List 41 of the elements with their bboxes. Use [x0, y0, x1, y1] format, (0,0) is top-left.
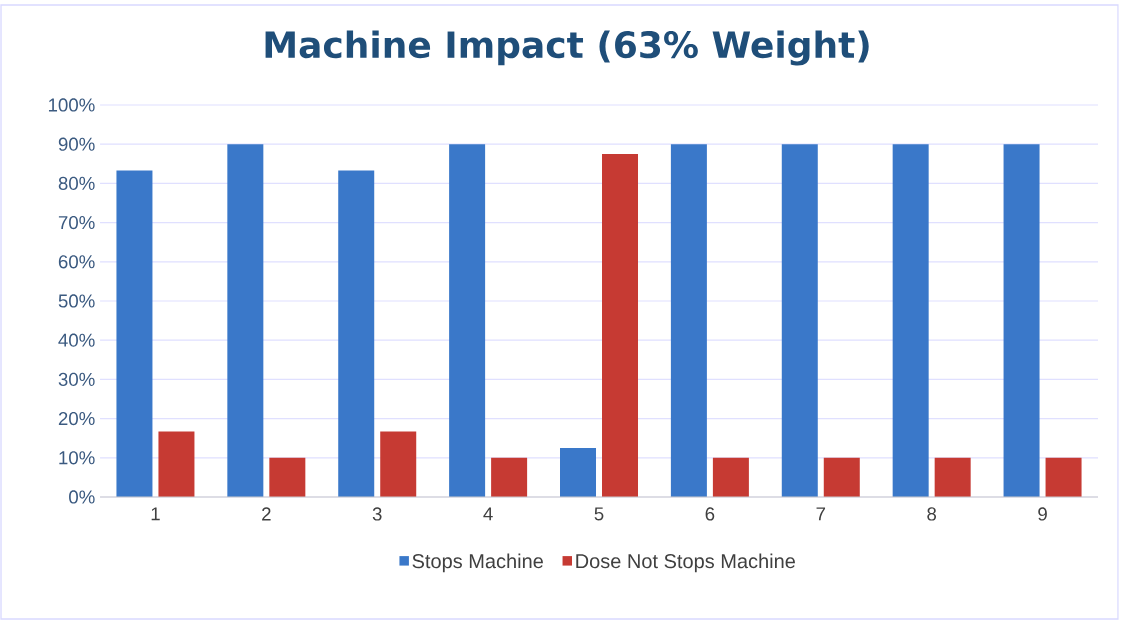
y-tick-label: 100%	[48, 98, 95, 112]
x-tick-label: 4	[483, 507, 493, 521]
bar	[227, 144, 264, 497]
x-tick-label: 7	[816, 507, 826, 521]
x-tick-label: 8	[927, 507, 937, 521]
bar	[491, 457, 528, 497]
legend-label: Stops Machine	[412, 553, 543, 573]
bar	[602, 153, 639, 497]
bar	[781, 144, 818, 497]
bar	[1003, 144, 1040, 497]
x-tick-label: 9	[1038, 507, 1047, 521]
bar	[380, 431, 417, 497]
bar	[1045, 457, 1082, 497]
bar	[892, 144, 929, 497]
y-tick-label: 0%	[69, 490, 95, 504]
bar	[158, 431, 195, 497]
bar	[269, 457, 306, 497]
x-tick-label: 5	[594, 507, 604, 521]
y-tick-label: 30%	[58, 372, 95, 386]
y-tick-label: 60%	[58, 255, 95, 269]
legend-label: Dose Not Stops Machine	[576, 553, 795, 573]
x-tick-label: 2	[262, 507, 271, 521]
x-tick-label: 6	[705, 507, 715, 521]
y-tick-label: 70%	[58, 215, 95, 230]
y-tick-label: 40%	[58, 333, 95, 347]
x-tick-label: 1	[151, 507, 160, 521]
y-tick-label: 10%	[59, 451, 95, 465]
y-tick-label: 90%	[58, 137, 95, 151]
bar	[116, 170, 153, 497]
bar	[934, 457, 971, 497]
bar	[670, 144, 707, 497]
chart-title: Machine Impact (63% Weight)	[265, 30, 869, 66]
bar	[712, 457, 749, 497]
bar	[449, 144, 486, 497]
y-tick-label: 20%	[58, 411, 95, 426]
x-tick-label: 3	[372, 507, 382, 521]
y-tick-label: 50%	[58, 294, 95, 308]
bar	[560, 447, 597, 497]
bar	[823, 457, 860, 497]
bar	[338, 170, 375, 497]
y-tick-label: 80%	[58, 176, 95, 190]
